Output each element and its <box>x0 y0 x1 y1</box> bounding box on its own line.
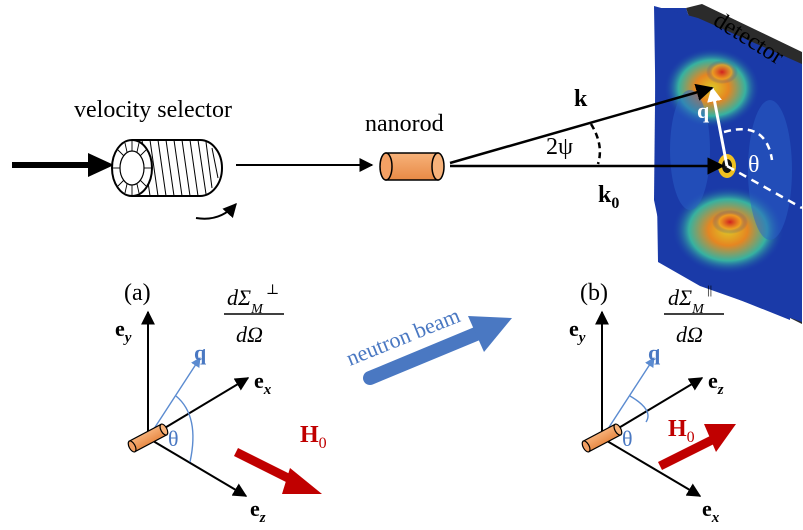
panel-a-ez-axis <box>147 437 248 497</box>
panel-b-theta-label: θ <box>622 426 633 451</box>
k0-label: k0 <box>598 182 619 212</box>
panel-b-field-label: H0 <box>668 416 695 446</box>
velocity-selector-icon <box>111 139 223 197</box>
panel-b-nanorod-icon <box>581 423 623 453</box>
svg-text:dΩ: dΩ <box>676 322 703 347</box>
panel-a-theta-arc <box>175 395 194 463</box>
svg-text:||: || <box>707 282 712 297</box>
angle-label: 2ψ <box>546 134 573 160</box>
theta-label-detector: θ <box>748 152 760 178</box>
panel-b-ex-label: ex <box>702 496 720 525</box>
velocity-selector-label: velocity selector <box>74 97 232 123</box>
panel-b-theta-arc <box>629 395 649 423</box>
panel-a-nanorod-icon <box>127 423 169 453</box>
panel-a-ey-label: ey <box>115 316 132 346</box>
panel-b-q-vector <box>601 357 655 439</box>
nanorod-icon <box>379 152 445 181</box>
incoming-beam-arrow <box>12 153 114 177</box>
panel-a-ez-label: ez <box>250 496 266 525</box>
panel-a-tag: (a) <box>124 280 151 306</box>
panel-a-formula: dΣM ⊥ dΩ <box>224 283 284 347</box>
panel-b-ey-label: ey <box>569 316 586 346</box>
axis-dashed-detector <box>726 164 803 210</box>
k-label: k <box>574 86 588 112</box>
panel-b-q-label: q <box>648 340 661 365</box>
nanorod-label: nanorod <box>365 111 444 137</box>
panel-a-q-label: q <box>194 340 207 365</box>
panel-a-theta-label: θ <box>168 426 179 451</box>
q-label-detector: q <box>697 98 710 123</box>
rotation-arrow-icon <box>195 202 237 220</box>
panel-b-ex-axis <box>601 437 702 497</box>
panel-a-field-arrow <box>233 447 322 494</box>
panel-b-formula: dΣM || dΩ <box>664 282 724 347</box>
panel-a-field-label: H0 <box>300 422 327 452</box>
panel-a-q-vector <box>147 357 201 439</box>
panel-b-field-arrow <box>657 424 736 471</box>
panel-b-ez-label: ez <box>708 368 724 398</box>
neutron-beam-arrow <box>363 316 512 385</box>
svg-text:⊥: ⊥ <box>266 283 279 298</box>
q-vector-detector <box>707 86 729 167</box>
k-vector <box>449 83 714 165</box>
svg-text:dΣM: dΣM <box>668 285 705 317</box>
svg-text:dΩ: dΩ <box>236 322 263 347</box>
svg-text:dΣM: dΣM <box>227 285 264 317</box>
angle-arc <box>589 123 602 165</box>
panel-a-ex-label: ex <box>254 368 272 398</box>
panel-b-tag: (b) <box>580 280 608 306</box>
